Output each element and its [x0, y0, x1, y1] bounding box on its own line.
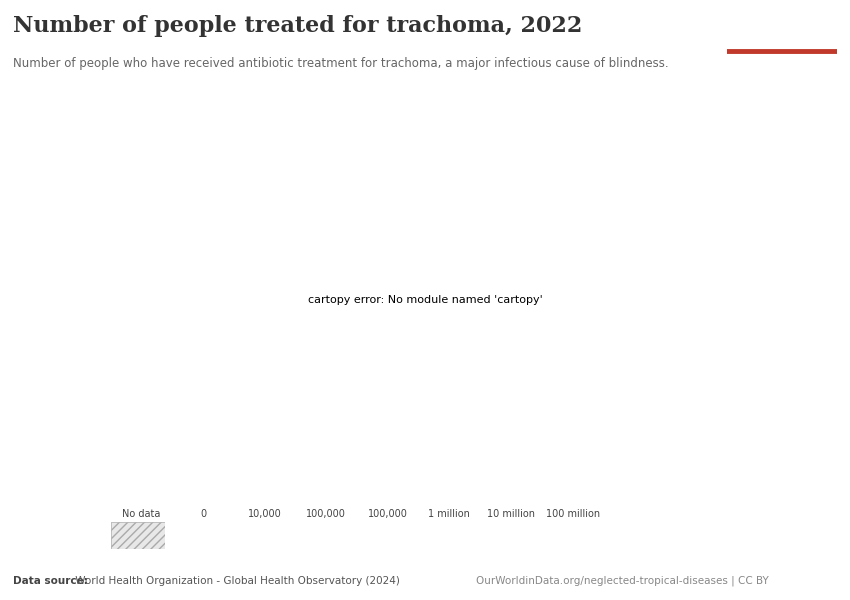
Text: No data: No data: [122, 509, 161, 519]
Text: 100,000: 100,000: [306, 509, 346, 519]
Text: OurWorldinData.org/neglected-tropical-diseases | CC BY: OurWorldinData.org/neglected-tropical-di…: [476, 576, 768, 587]
Text: 0: 0: [200, 509, 206, 519]
Text: World Health Organization - Global Health Observatory (2024): World Health Organization - Global Healt…: [72, 576, 400, 586]
Text: Number of people who have received antibiotic treatment for trachoma, a major in: Number of people who have received antib…: [13, 57, 668, 70]
Text: 100 million: 100 million: [546, 509, 600, 519]
Text: Data source:: Data source:: [13, 576, 88, 586]
Text: 100,000: 100,000: [368, 509, 408, 519]
Text: in Data: in Data: [762, 31, 802, 41]
Text: Number of people treated for trachoma, 2022: Number of people treated for trachoma, 2…: [13, 15, 582, 37]
Text: 10 million: 10 million: [487, 509, 535, 519]
Text: 1 million: 1 million: [428, 509, 470, 519]
Text: 10,000: 10,000: [247, 509, 281, 519]
Text: cartopy error: No module named 'cartopy': cartopy error: No module named 'cartopy': [308, 295, 542, 305]
Text: Our World: Our World: [754, 15, 810, 25]
